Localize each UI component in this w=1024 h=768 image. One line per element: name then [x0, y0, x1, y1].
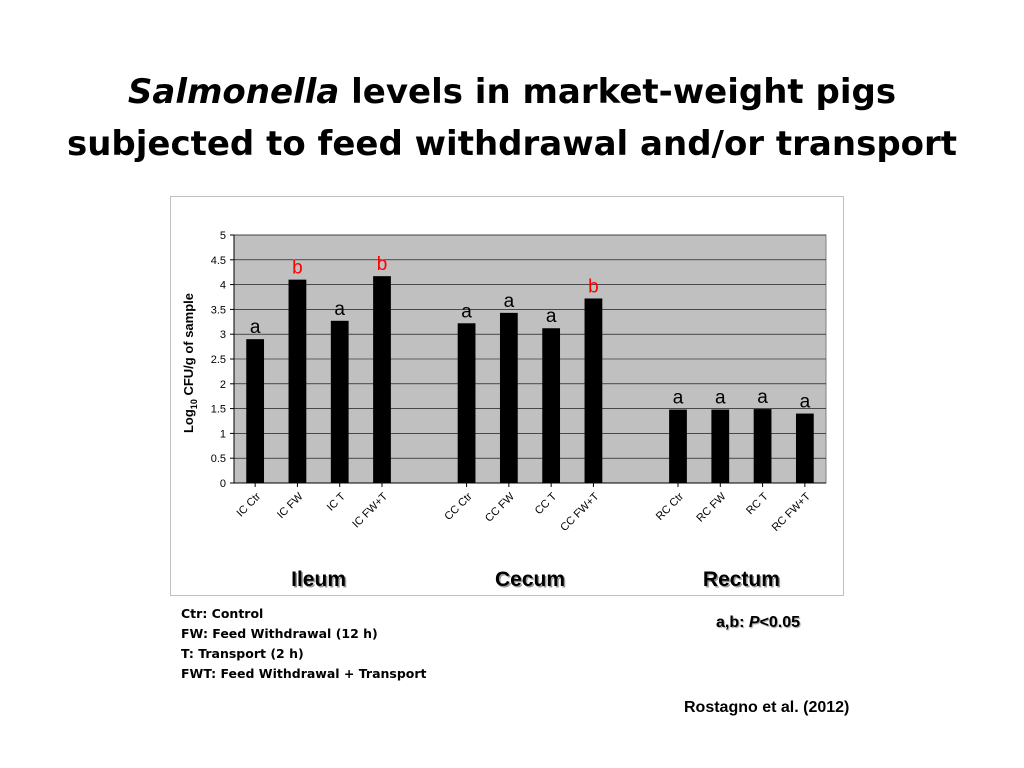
x-tick-label: CC Ctr	[442, 490, 474, 522]
y-tick-label: 2.5	[211, 354, 226, 366]
x-tick-label: IC FW+T	[350, 490, 390, 530]
x-tick-label: IC T	[325, 490, 348, 513]
y-axis-title: Log10 CFU/g of sample	[181, 293, 199, 433]
x-tick-label: CC T	[533, 490, 560, 517]
group-label-shadow: Rectum	[704, 570, 781, 593]
y-tick-label: 4	[220, 280, 226, 292]
bar-ic-ctr	[246, 339, 265, 483]
x-tick-label: RC T	[744, 490, 771, 517]
bar-ic-fw	[288, 279, 307, 483]
significance-letter: a	[461, 301, 472, 322]
significance-letter: a	[250, 317, 261, 338]
significance-note: a,b: P<0.05	[716, 614, 800, 632]
group-label: Rectum	[703, 568, 780, 591]
group-label: Ileum	[291, 568, 346, 591]
abbreviation-notes: Ctr: Control FW: Feed Withdrawal (12 h) …	[181, 604, 427, 684]
x-tick-label: CC FW	[483, 490, 517, 524]
significance-letter: b	[292, 258, 303, 279]
bar-cc-fw-t	[584, 298, 603, 483]
y-tick-label: 1	[220, 428, 226, 440]
significance-letter: a	[504, 291, 515, 312]
note-fwt: FWT: Feed Withdrawal + Transport	[181, 666, 427, 681]
bar-ic-t	[330, 320, 349, 483]
slide-title: Salmonella levels in market-weight pigs …	[0, 66, 1024, 170]
significance-p: P	[748, 614, 760, 631]
bar-cc-fw	[499, 312, 518, 483]
note-ctr: Ctr: Control	[181, 606, 264, 621]
chart: 0 0.5 1 1.5 2 2.5 3 3.5 4 4.5 5 Log10 CFU/g of samp…	[181, 230, 827, 593]
x-tick-label: IC FW	[275, 490, 306, 521]
bar-cc-t	[542, 328, 561, 483]
significance-letter: a	[673, 388, 684, 409]
note-fw: FW: Feed Withdrawal (12 h)	[181, 626, 378, 641]
y-tick-label: 4.5	[211, 255, 226, 267]
y-tick-label: 3	[220, 329, 226, 341]
title-line-2: subjected to feed withdrawal and/or tran…	[66, 124, 958, 164]
x-tick-label: RC FW+T	[770, 490, 813, 533]
y-tick-label: 0.5	[211, 453, 226, 465]
x-tick-label: IC Ctr	[234, 490, 263, 519]
significance-letter: a	[546, 306, 557, 327]
significance-suffix: <0.05	[759, 614, 801, 631]
bar-rc-ctr	[669, 409, 687, 483]
y-tick-label: 5	[220, 230, 226, 242]
x-tick-label: CC FW+T	[558, 490, 601, 533]
significance-letter: a	[800, 392, 811, 413]
y-tick-label: 3.5	[211, 304, 226, 316]
note-t: T: Transport (2 h)	[181, 646, 304, 661]
y-tick-label: 0	[220, 478, 226, 490]
citation: Rostagno et al. (2012)	[684, 699, 850, 716]
title-italic: Salmonella	[127, 72, 340, 112]
title-line-1-rest: levels in market-weight pigs	[339, 72, 897, 112]
y-tick-label: 2	[220, 379, 226, 391]
group-label-shadow: Cecum	[496, 570, 566, 593]
bar-rc-t	[753, 409, 772, 483]
significance-letter: a	[334, 299, 345, 320]
bar-rc-fw	[711, 409, 730, 483]
group-label: Cecum	[495, 568, 565, 591]
bar-ic-fw-t	[373, 276, 391, 483]
group-label-shadow: Ileum	[293, 570, 348, 593]
significance-letter: a	[757, 387, 768, 408]
significance-letter: b	[377, 254, 388, 275]
bar-rc-fw-t	[795, 413, 814, 483]
title-line-1: Salmonella levels in market-weight pigs	[0, 66, 1024, 118]
bar-cc-ctr	[457, 323, 476, 483]
y-tick-label: 1.5	[211, 404, 226, 416]
significance-prefix: a,b:	[716, 614, 749, 631]
chart-frame: 0 0.5 1 1.5 2 2.5 3 3.5 4 4.5 5 Log10 CFU/g of samp…	[170, 196, 844, 596]
x-tick-label: RC FW	[694, 490, 728, 524]
significance-letter: b	[588, 276, 599, 297]
x-tick-label: RC Ctr	[654, 490, 686, 522]
significance-letter: a	[715, 388, 726, 409]
